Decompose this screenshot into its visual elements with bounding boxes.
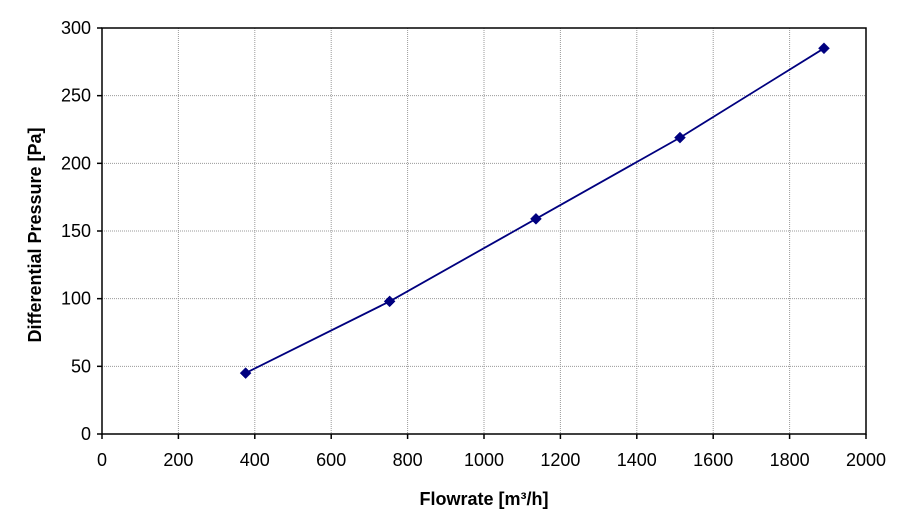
y-axis-title: Differential Pressure [Pa] (25, 127, 45, 342)
x-tick-label: 600 (316, 450, 346, 470)
x-tick-label: 1400 (617, 450, 657, 470)
y-tick-label: 50 (71, 356, 91, 376)
grid (102, 28, 866, 434)
y-tick-label: 200 (61, 153, 91, 173)
x-axis-title: Flowrate [m³/h] (420, 489, 549, 509)
x-tick-label: 200 (163, 450, 193, 470)
y-tick-label: 300 (61, 18, 91, 38)
data-point-diamond (818, 42, 830, 55)
y-tick-label: 250 (61, 86, 91, 106)
x-tick-label: 1200 (540, 450, 580, 470)
x-tick-label: 1800 (770, 450, 810, 470)
x-tick-label: 400 (240, 450, 270, 470)
y-tick-label: 150 (61, 221, 91, 241)
axis-ticks (97, 27, 867, 439)
y-tick-label: 0 (81, 424, 91, 444)
y-axis-tick-labels: 0 50 100 150 200 250 300 (61, 18, 91, 444)
x-tick-label: 0 (97, 450, 107, 470)
y-tick-label: 100 (61, 289, 91, 309)
data-point-diamond (674, 131, 686, 144)
series-layer (239, 42, 830, 379)
x-tick-label: 1000 (464, 450, 504, 470)
data-point-diamond (383, 295, 396, 308)
x-axis-tick-labels: 0 200 400 600 800 1000 1200 1400 1600 1800 2000 (97, 450, 886, 470)
x-tick-label: 2000 (846, 450, 886, 470)
data-point-diamond (530, 212, 542, 225)
x-tick-label: 1600 (693, 450, 733, 470)
x-tick-label: 800 (393, 450, 423, 470)
data-point-diamond (239, 367, 252, 379)
